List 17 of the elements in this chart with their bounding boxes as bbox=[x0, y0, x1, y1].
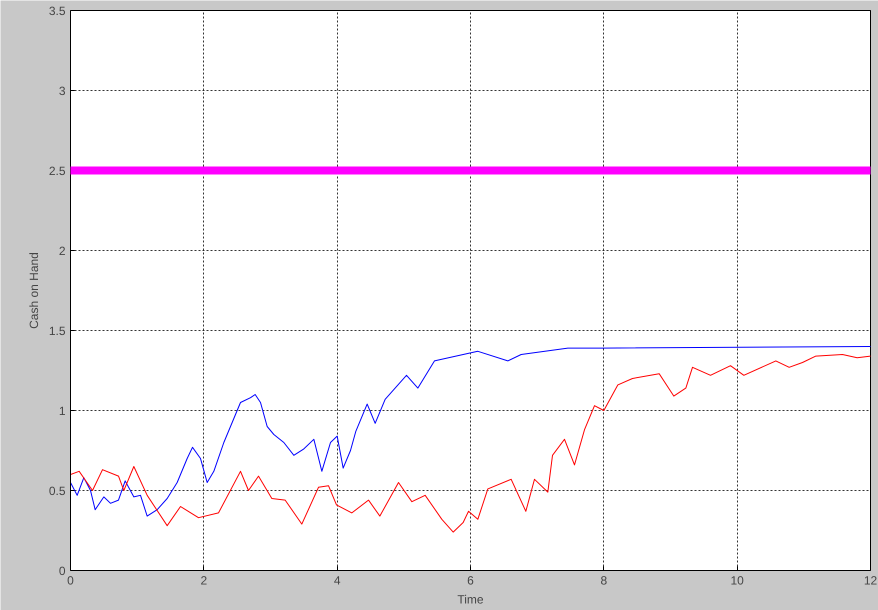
x-tick-label: 6 bbox=[467, 574, 474, 588]
y-tick-label: 1.5 bbox=[48, 324, 66, 338]
x-tick-label: 12 bbox=[864, 574, 878, 588]
y-tick-label: 0.5 bbox=[48, 484, 66, 498]
y-tick-label: 0 bbox=[58, 564, 66, 578]
x-tick-label: 4 bbox=[334, 574, 341, 588]
x-axis-title: Time bbox=[457, 592, 484, 606]
y-tick-label: 3.5 bbox=[48, 4, 66, 18]
x-tick-label: 0 bbox=[67, 574, 74, 588]
x-tick-label: 2 bbox=[200, 574, 208, 588]
x-tick-label: 8 bbox=[600, 574, 608, 588]
y-axis-title: Cash on Hand bbox=[26, 252, 41, 329]
y-tick-label: 2 bbox=[58, 244, 66, 258]
y-tick-label: 3 bbox=[58, 84, 66, 98]
x-tick-label: 10 bbox=[730, 574, 744, 588]
y-tick-label: 1 bbox=[58, 404, 66, 418]
y-tick-label: 2.5 bbox=[48, 164, 66, 178]
